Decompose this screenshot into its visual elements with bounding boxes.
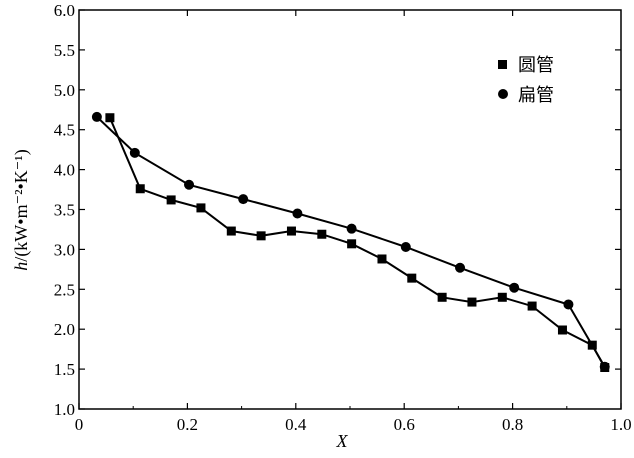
series-1 [91,111,610,372]
x-tick-label: 0.2 [177,415,198,434]
y-tick-label: 5.0 [54,81,75,100]
y-axis-title-unit: /(kW•m⁻²•K⁻¹) [11,149,32,261]
circle-marker [129,147,140,158]
x-tick-label: 0.8 [502,415,523,434]
legend: 圆管 扁管 [498,55,554,106]
x-tick-label: 0.4 [285,415,307,434]
y-axis-title: h/(kW•m⁻²•K⁻¹) [11,149,32,270]
x-tick-label: 1.0 [610,415,631,434]
legend-label-1: 扁管 [518,85,554,106]
series-layer [91,111,610,373]
square-marker [135,184,145,194]
square-marker [437,292,447,302]
y-tick-label: 2.5 [54,280,75,299]
circle-marker [91,111,102,122]
circle-marker [563,299,574,310]
square-marker [105,113,115,123]
circle-marker [292,208,303,219]
circle-marker [599,361,610,372]
square-marker [377,254,387,264]
y-tick-label: 2.0 [54,320,75,339]
legend-circle-marker [498,89,508,99]
x-tick-label: 0 [75,415,84,434]
legend-item-0: 圆管 [498,55,554,76]
square-marker [256,231,266,241]
y-tick-label: 3.5 [54,201,75,220]
circle-marker [400,242,411,253]
square-marker [196,203,206,213]
y-tick-label: 1.0 [54,400,75,419]
square-marker [226,226,236,236]
circle-marker [509,282,520,293]
y-tick-label: 3.0 [54,240,75,259]
y-axis-title-variable: h [11,262,31,271]
square-marker [467,297,477,307]
y-tick-label: 4.5 [54,121,75,140]
circle-marker [346,223,357,234]
square-marker [286,226,296,236]
y-tick-label: 1.5 [54,360,75,379]
square-marker [407,273,417,283]
x-axis-title: X [336,431,349,451]
series-0 [105,113,610,373]
square-marker [497,292,507,302]
legend-item-1: 扁管 [498,85,554,106]
square-marker [317,229,327,239]
square-marker [166,195,176,205]
circle-marker [184,179,195,190]
axis-tick-labels: 0 0.2 0.4 0.6 0.8 1.0 1.0 1.5 2.0 2.5 3.0 3.5 4.0 4.5… [54,1,632,434]
y-tick-label: 6.0 [54,1,75,20]
circle-marker [238,194,249,205]
legend-label-0: 圆管 [518,55,554,76]
y-tick-label: 4.0 [54,161,75,180]
series-line [108,117,606,368]
circle-marker [455,262,466,273]
x-tick-label: 0.6 [394,415,415,434]
plot-frame [78,9,622,410]
square-marker [557,325,567,335]
square-marker [527,301,537,311]
legend-square-marker [498,60,507,69]
square-marker [347,239,357,249]
y-tick-label: 5.5 [54,41,75,60]
